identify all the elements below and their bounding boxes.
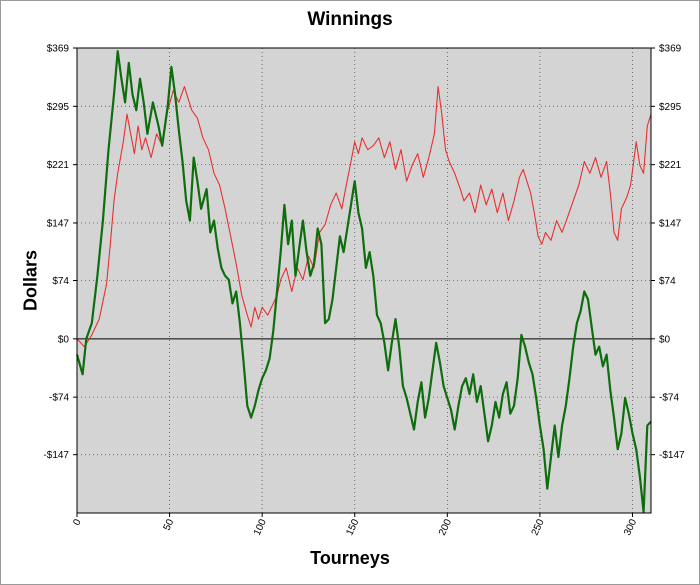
y-tick-label-left: $369 <box>47 44 70 55</box>
y-tick-label-left: $147 <box>47 218 70 229</box>
x-tick-label: 250 <box>530 517 547 537</box>
x-tick-label: 50 <box>162 517 177 532</box>
y-tick-label-right: $295 <box>659 102 682 113</box>
plot-border <box>76 47 652 514</box>
y-tick-label-left: $0 <box>58 334 70 345</box>
y-tick-label-left: -$74 <box>49 393 69 404</box>
x-tick-label: 0 <box>71 517 84 527</box>
x-axis-label: Tourneys <box>310 548 390 568</box>
x-tick-label: 200 <box>437 517 454 537</box>
y-tick-label-right: -$147 <box>659 450 685 461</box>
y-tick-label-left: $295 <box>47 102 70 113</box>
series-line-2 <box>75 50 652 514</box>
y-tick-label-left: $221 <box>47 160 70 171</box>
chart-title: Winnings <box>307 9 393 30</box>
y-tick-label-right: $221 <box>659 160 682 171</box>
y-tick-label-right: -$74 <box>659 393 679 404</box>
x-tick-label: 100 <box>252 517 269 537</box>
x-tick-label: 300 <box>622 517 639 537</box>
plot-area <box>76 47 652 514</box>
y-tick-label-right: $147 <box>659 218 682 229</box>
x-tick-label: 150 <box>344 517 361 537</box>
y-axis-label: Dollars <box>20 249 41 312</box>
y-tick-label-right: $74 <box>659 276 676 287</box>
y-tick-label-left: -$147 <box>43 450 69 461</box>
y-tick-label-right: $0 <box>659 334 671 345</box>
y-tick-label-left: $74 <box>52 276 69 287</box>
y-tick-label-right: $369 <box>659 44 682 55</box>
